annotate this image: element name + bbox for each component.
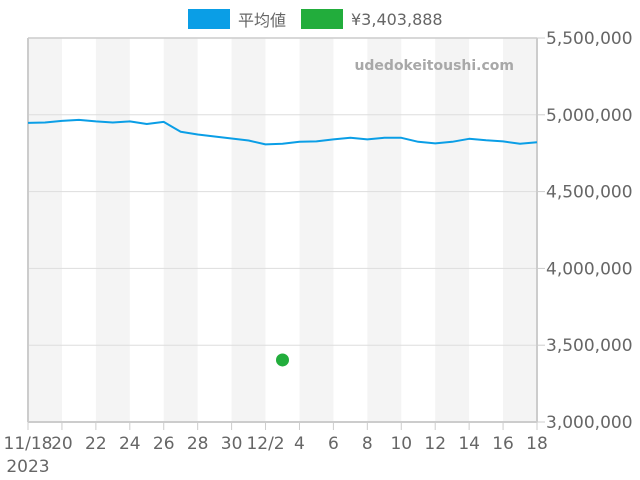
- x-tick-label: 14: [458, 434, 480, 454]
- price-point[interactable]: [276, 353, 289, 367]
- horizontal-gridlines: [28, 114, 537, 346]
- legend-item-price[interactable]: ¥3,403,888: [301, 8, 443, 30]
- x-tick-label: 12: [424, 434, 446, 454]
- band: [231, 38, 266, 422]
- legend-label-price: ¥3,403,888: [351, 9, 443, 29]
- y-tick-label: 3,000,000: [546, 413, 633, 433]
- y-tick-label: 3,500,000: [546, 336, 633, 356]
- y-tick-label: 5,500,000: [546, 29, 633, 49]
- band: [95, 38, 130, 422]
- x-tick-label: 12/2: [246, 434, 284, 454]
- x-tick-label: 16: [492, 434, 514, 454]
- band: [28, 38, 62, 422]
- legend-swatch-price: [301, 9, 343, 29]
- x-tick-year: 2023: [6, 457, 49, 477]
- x-tick-label: 22: [85, 434, 107, 454]
- x-tick-label: 28: [187, 434, 209, 454]
- x-tick-label: 4: [294, 434, 305, 454]
- x-tick-label: 30: [221, 434, 243, 454]
- x-tick-label: 24: [119, 434, 141, 454]
- x-tick-label: 10: [390, 434, 412, 454]
- x-tick-label: 20: [51, 434, 73, 454]
- y-tick-label: 5,000,000: [546, 106, 633, 126]
- x-tick-label: 18: [526, 434, 548, 454]
- y-axis-ticks: 3,000,000 3,500,000 4,000,000 4,500,000 5,00…: [537, 29, 633, 433]
- x-tick-label: 8: [362, 434, 373, 454]
- band: [503, 38, 537, 422]
- band: [299, 38, 334, 422]
- band: [367, 38, 402, 422]
- price-points: [276, 353, 289, 367]
- legend-swatch-average: [188, 9, 230, 29]
- y-tick-label: 4,000,000: [546, 259, 633, 279]
- legend-item-average[interactable]: 平均値: [188, 8, 286, 30]
- legend-label-average: 平均値: [238, 11, 287, 30]
- y-tick-label: 4,500,000: [546, 183, 633, 203]
- band: [163, 38, 198, 422]
- x-tick-label: 11/18: [4, 434, 53, 454]
- band: [435, 38, 470, 422]
- average-price-line: [27, 118, 538, 146]
- alternating-bands: [28, 38, 537, 422]
- x-tick-label: 6: [328, 434, 339, 454]
- chart-legend: 平均値 ¥3,403,888: [0, 8, 640, 30]
- watermark: udedokeitoushi.com: [354, 58, 514, 74]
- x-tick-label: 26: [153, 434, 175, 454]
